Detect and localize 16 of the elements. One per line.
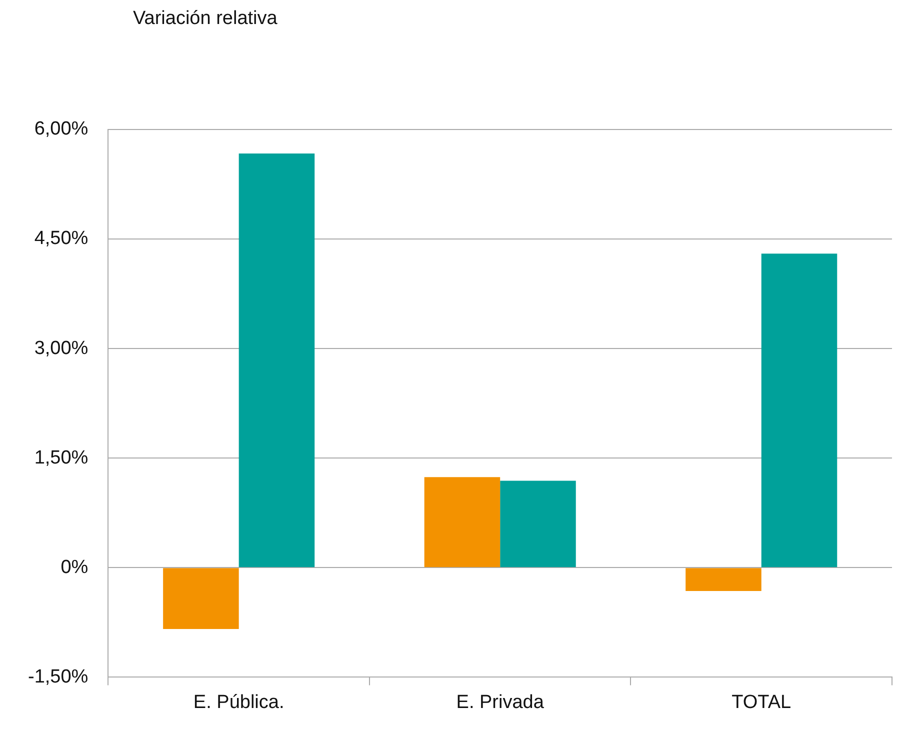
bar xyxy=(163,568,239,629)
bar xyxy=(686,568,762,592)
bar xyxy=(238,154,315,568)
y-tick-label: 6,00% xyxy=(34,118,88,140)
bar xyxy=(761,254,838,568)
y-tick-label: 3,00% xyxy=(34,338,88,359)
bar xyxy=(500,480,576,568)
x-tick-label: E. Privada xyxy=(456,692,544,713)
y-tick-label: 0% xyxy=(60,556,88,578)
y-tick-label: -1,50% xyxy=(28,666,88,688)
y-tick-label: 1,50% xyxy=(34,447,88,468)
x-tick-label: TOTAL xyxy=(732,692,792,713)
bar xyxy=(424,477,500,568)
x-tick-label: E. Pública. xyxy=(193,692,284,713)
chart-title: Variación relativa xyxy=(133,8,278,31)
y-tick-label: 4,50% xyxy=(34,228,88,250)
